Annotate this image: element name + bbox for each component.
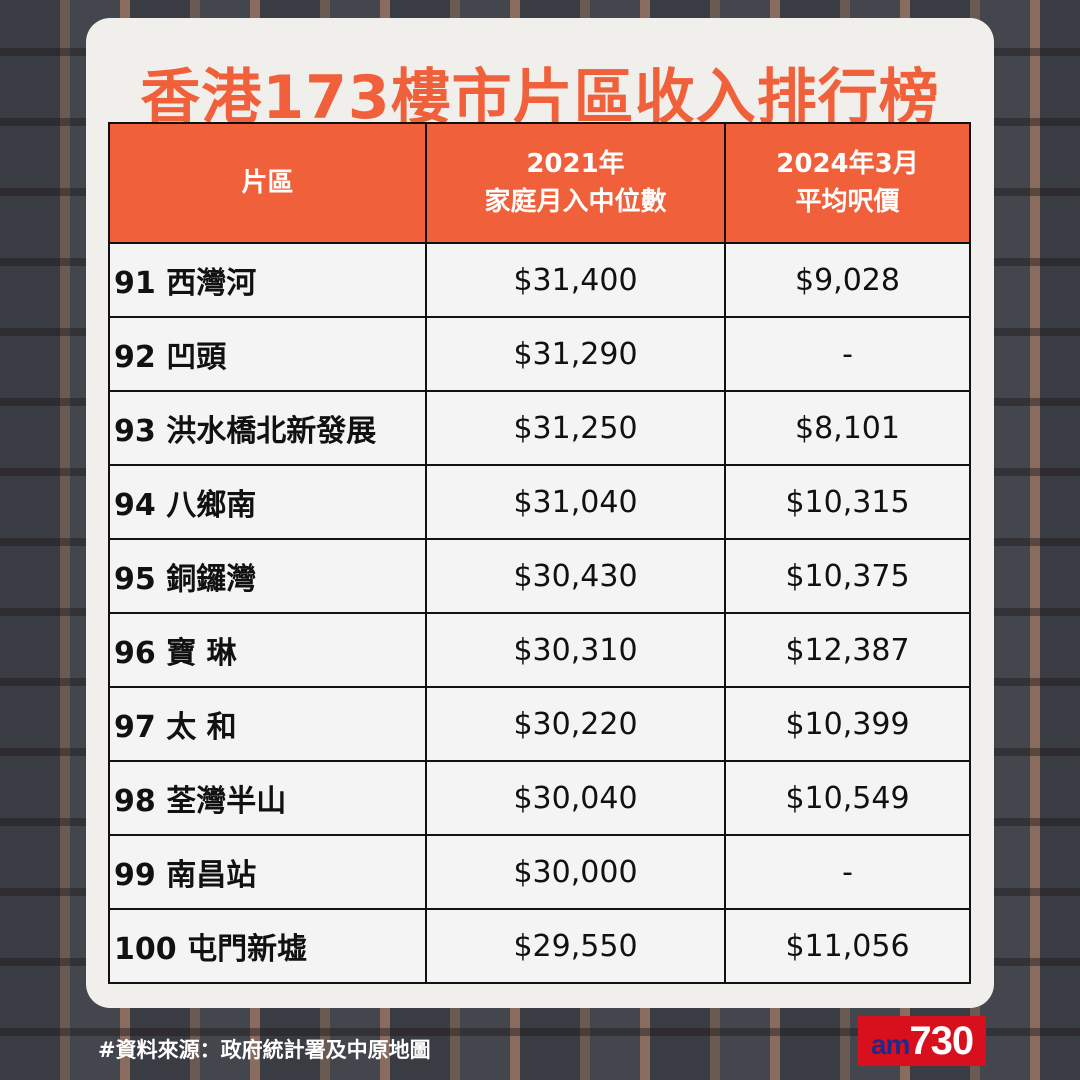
- price-cell: $10,315: [724, 464, 971, 540]
- income-cell: $31,290: [425, 316, 726, 392]
- income-cell: $30,040: [425, 760, 726, 836]
- income-cell: $30,220: [425, 686, 726, 762]
- income-cell: $31,040: [425, 464, 726, 540]
- area-cell: 91 西灣河: [108, 242, 427, 318]
- am730-logo: am730: [858, 1016, 986, 1066]
- infographic-card: 香港173樓市片區收入排行榜 片區 2021年家庭月入中位數 2024年3月 平均…: [86, 18, 994, 1008]
- income-cell: $29,550: [425, 908, 726, 984]
- table-row: 98 荃灣半山 $30,040 $10,549: [108, 760, 971, 836]
- price-cell: -: [724, 834, 971, 910]
- area-cell: 94 八鄉南: [108, 464, 427, 540]
- area-cell: 92 凹頭: [108, 316, 427, 392]
- price-cell: $10,399: [724, 686, 971, 762]
- header-income-line2: 家庭月入中位數: [484, 187, 667, 217]
- page-title: 香港173樓市片區收入排行榜: [140, 63, 940, 133]
- income-cell: $30,310: [425, 612, 726, 688]
- header-price: 2024年3月 平均呎價: [724, 122, 971, 244]
- area-cell: 96 寶 琳: [108, 612, 427, 688]
- table-header-row: 片區 2021年家庭月入中位數 2024年3月 平均呎價: [108, 122, 971, 244]
- area-cell: 100 屯門新墟: [108, 908, 427, 984]
- ranking-table: 片區 2021年家庭月入中位數 2024年3月 平均呎價 91 西灣河 $31,40…: [108, 122, 971, 984]
- income-cell: $31,250: [425, 390, 726, 466]
- header-price-line2: 平均呎價: [795, 187, 900, 217]
- area-cell: 95 銅鑼灣: [108, 538, 427, 614]
- header-income: 2021年家庭月入中位數: [425, 122, 726, 244]
- header-price-line1: 2024年3月: [776, 149, 919, 179]
- price-cell: $8,101: [724, 390, 971, 466]
- price-cell: $12,387: [724, 612, 971, 688]
- price-cell: $10,375: [724, 538, 971, 614]
- table-row: 92 凹頭 $31,290-: [108, 316, 971, 392]
- income-cell: $30,430: [425, 538, 726, 614]
- price-cell: -: [724, 316, 971, 392]
- area-cell: 97 太 和: [108, 686, 427, 762]
- table-row: 99 南昌站 $30,000-: [108, 834, 971, 910]
- header-area: 片區: [108, 122, 427, 244]
- table-row: 94 八鄉南 $31,040 $10,315: [108, 464, 971, 540]
- area-cell: 93 洪水橋北新發展: [108, 390, 427, 466]
- logo-prefix: am: [870, 1029, 910, 1060]
- area-cell: 99 南昌站: [108, 834, 427, 910]
- table-row: 100 屯門新墟 $29,550 $11,056: [108, 908, 971, 984]
- price-cell: $9,028: [724, 242, 971, 318]
- income-cell: $30,000: [425, 834, 726, 910]
- table-row: 95 銅鑼灣 $30,430 $10,375: [108, 538, 971, 614]
- header-area-label: 片區: [241, 168, 294, 198]
- price-cell: $11,056: [724, 908, 971, 984]
- table-row: 96 寶 琳 $30,310 $12,387: [108, 612, 971, 688]
- income-cell: $31,400: [425, 242, 726, 318]
- table-row: 97 太 和 $30,220 $10,399: [108, 686, 971, 762]
- price-cell: $10,549: [724, 760, 971, 836]
- source-note: #資料來源：政府統計署及中原地圖: [98, 1038, 431, 1062]
- header-income-line1: 2021年: [526, 149, 625, 179]
- table-row: 93 洪水橋北新發展 $31,250 $8,101: [108, 390, 971, 466]
- area-cell: 98 荃灣半山: [108, 760, 427, 836]
- logo-number: 730: [909, 1019, 974, 1063]
- table-row: 91 西灣河 $31,400 $9,028: [108, 242, 971, 318]
